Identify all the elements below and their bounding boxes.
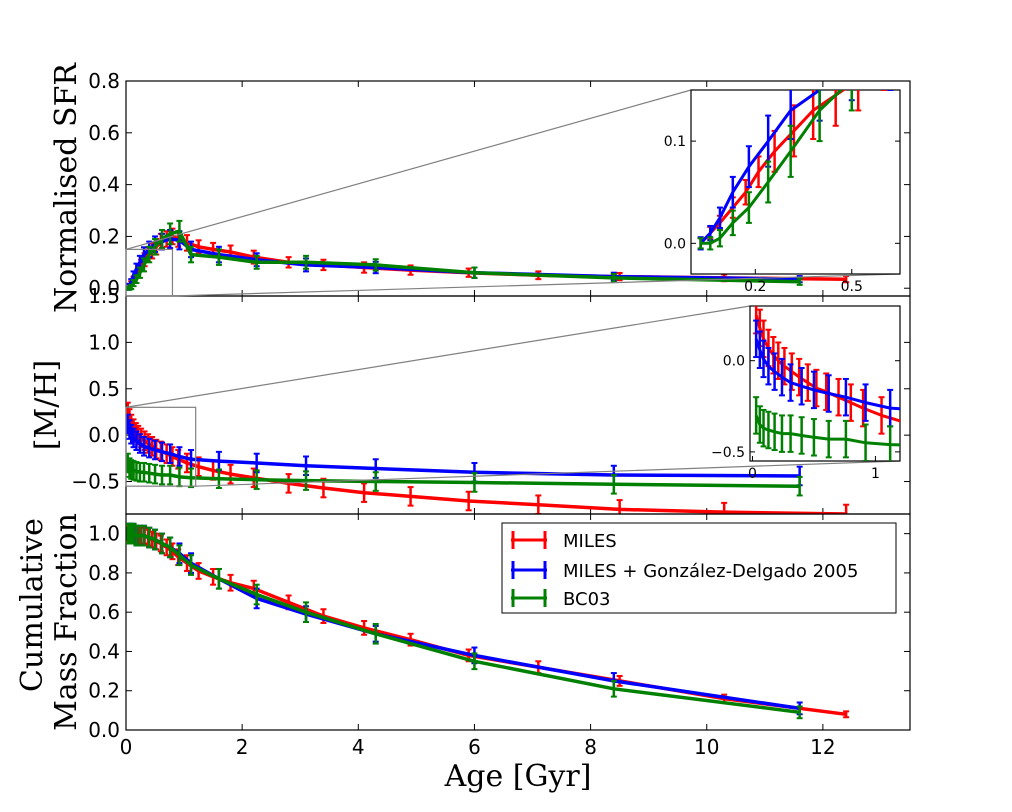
cmf-ytick-label: 0.2 — [88, 679, 120, 703]
x-axis-label: Age [Gyr] — [444, 759, 592, 794]
x-tick-label: 8 — [584, 735, 597, 759]
sfr-inset-line-miles — [699, 90, 846, 245]
sfr-inset-frame — [690, 89, 901, 275]
sfr-zoom-connector-top — [125, 89, 692, 250]
legend-swatch-bc03 — [511, 589, 547, 607]
sfr-ylabel: Normalised SFR — [49, 62, 84, 313]
x-tick-label: 2 — [236, 735, 249, 759]
sfr-ytick-label: 0.4 — [88, 173, 120, 197]
mh-inset-series-bc03 — [753, 396, 900, 461]
mh-series-bc03 — [126, 452, 803, 497]
mh-zoom-connector-bottom — [195, 460, 901, 487]
legend-label-bc03: BC03 — [563, 589, 611, 610]
cmf-ytick-label: 1.0 — [88, 522, 120, 546]
mh-inset-ytick-label: −0.5 — [711, 445, 745, 461]
mh-inset-xtick-label: 1 — [871, 466, 880, 482]
mh-inset-xtick-label: 0 — [748, 466, 757, 482]
mh-ytick-label: −0.5 — [71, 470, 120, 494]
sfr-ytick-label: 0.2 — [88, 224, 120, 248]
cmf-ylabel-line2: Mass Fraction — [49, 513, 84, 731]
cmf-frame — [125, 513, 911, 731]
mh-ytick-label: 0.5 — [88, 377, 120, 401]
x-tick-label: 10 — [694, 735, 719, 759]
mh-zoom-connector-top — [125, 305, 751, 408]
sfr-inset-line-bc03 — [700, 90, 844, 245]
mh-zoom-box — [125, 406, 197, 487]
legend: MILES MILES + González-Delgado 2005 BC03 — [501, 522, 897, 614]
cmf-ytick-label: 0.0 — [88, 718, 120, 742]
sfr-inset-ytick-label: 0.1 — [664, 134, 686, 150]
x-tick-label: 12 — [810, 735, 835, 759]
sfr-zoom-connector-bottom — [172, 273, 901, 297]
sfr-inset-line-miles-gd — [699, 90, 823, 245]
sfr-ytick-label: 0.8 — [88, 69, 120, 93]
sfr-inset-ytick-label: 0.0 — [664, 236, 686, 252]
cmf-series-bc03 — [126, 522, 803, 720]
x-tick-label: 6 — [468, 735, 481, 759]
sfr-ytick-label: 0.6 — [88, 121, 120, 145]
legend-label-miles-gd: MILES + González-Delgado 2005 — [563, 561, 858, 582]
mh-ytick-label: 1.0 — [88, 330, 120, 354]
legend-label-miles: MILES — [563, 531, 617, 552]
x-tick-label: 4 — [352, 735, 365, 759]
mh-inset-series-miles-gd — [753, 319, 900, 428]
x-tick-label: 0 — [120, 735, 133, 759]
mh-inset-ytick-label: 0.0 — [723, 354, 745, 370]
mh-ytick-label: 0.0 — [88, 423, 120, 447]
sfr-zoom-box — [125, 248, 174, 297]
mh-ytick-label: 1.5 — [88, 284, 120, 308]
cmf-ytick-label: 0.8 — [88, 561, 120, 585]
sfr-inset-series-bc03 — [697, 90, 855, 251]
sfr-inset-xtick-label: 0.5 — [841, 279, 863, 295]
cmf-ytick-label: 0.4 — [88, 639, 120, 663]
legend-swatch-miles-gd — [511, 561, 547, 579]
sfr-inset-xtick-label: 0.2 — [744, 279, 766, 295]
mh-ylabel: [M/H] — [29, 360, 64, 450]
sfr-ytick-label: 0.0 — [88, 276, 120, 300]
legend-box — [501, 522, 897, 614]
legend-swatch-miles — [511, 531, 547, 549]
cmf-ytick-label: 0.6 — [88, 600, 120, 624]
cmf-ylabel-line1: Cumulative — [15, 518, 50, 692]
